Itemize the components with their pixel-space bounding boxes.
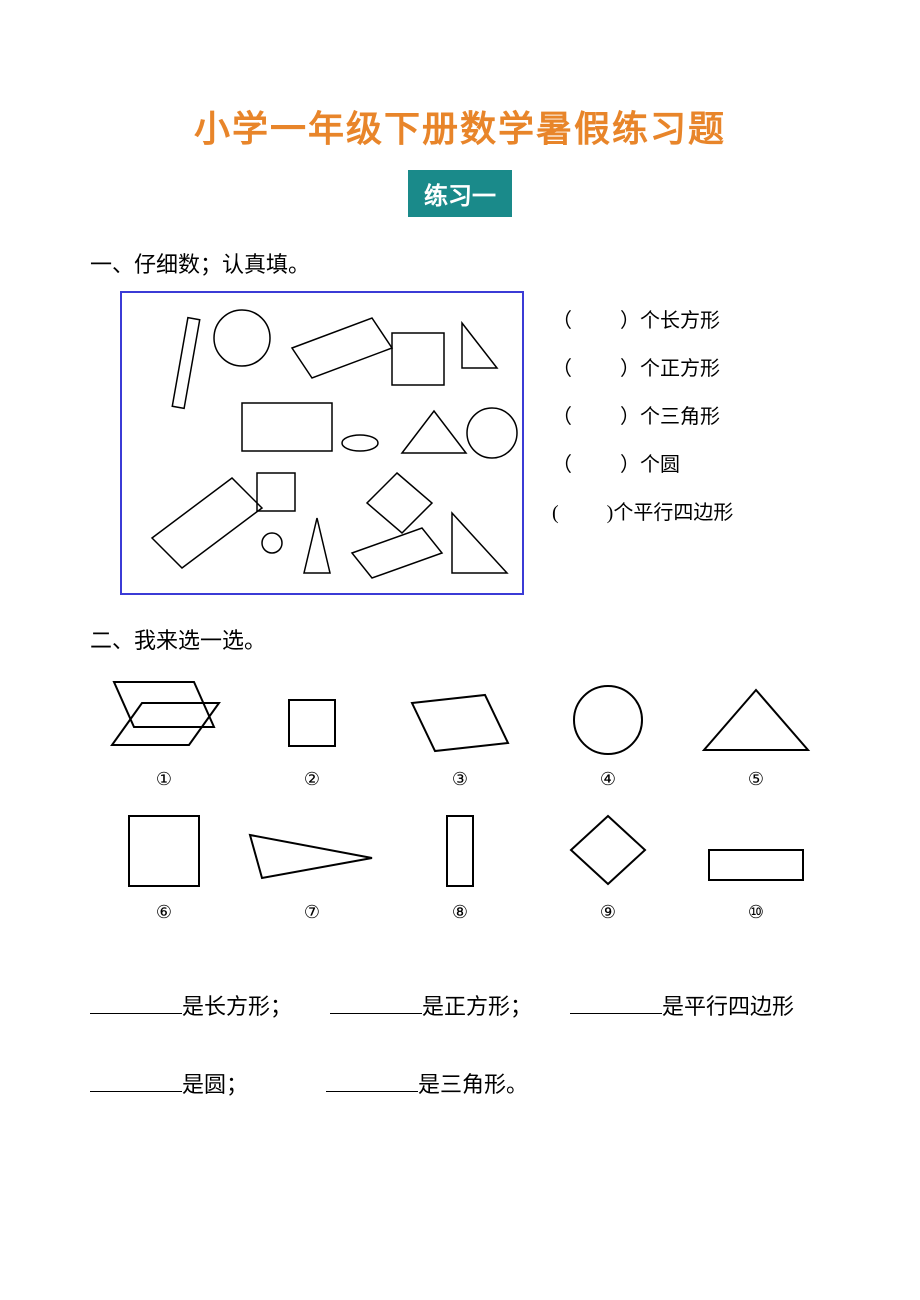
parallelogram-icon: [104, 685, 224, 760]
parallelogram-icon: [400, 685, 520, 760]
q2-item: ⑥: [94, 808, 234, 923]
page-title: 小学一年级下册数学暑假练习题: [90, 100, 830, 152]
fill-text: 是正方形；: [422, 994, 532, 1019]
fill-item: 是三角形。: [326, 1051, 528, 1119]
q1-blank-text: ）个圆: [620, 454, 680, 476]
q1-blank-text: )个平行四边形: [607, 502, 734, 524]
q2-item: ①: [94, 667, 234, 790]
q1-blank-row: ( )个平行四边形: [552, 489, 733, 537]
triangle-icon: [242, 823, 382, 893]
fill-item: 是圆；: [90, 1051, 248, 1119]
square-icon: [119, 808, 209, 893]
q1-blank-text: ）个长方形: [620, 310, 720, 332]
q2-fill-lines: 是长方形； 是正方形； 是平行四边形 是圆； 是三角形。: [90, 973, 830, 1119]
fill-text: 是长方形；: [182, 994, 292, 1019]
q2-item: ③: [390, 685, 530, 790]
q2-label: ⑤: [686, 769, 826, 790]
q2-label: ④: [538, 769, 678, 790]
q2-label: ⑩: [686, 902, 826, 923]
fill-item: 是正方形；: [330, 973, 532, 1041]
q1-blank-row: （ ）个三角形: [552, 393, 733, 441]
fill-item: 是长方形；: [90, 973, 292, 1041]
blank-underline: [326, 1069, 418, 1092]
fill-item: 是平行四边形: [570, 973, 794, 1041]
q2-label: ⑥: [94, 902, 234, 923]
q2-heading: 二、我来选一选。: [90, 623, 830, 655]
blank-underline: [330, 991, 422, 1014]
q2-item: ④: [538, 680, 678, 790]
paren-open: （: [552, 454, 572, 476]
paren-open: （: [552, 358, 572, 380]
q2-shape-grid: ① ② ③ ④ ⑤ ⑥: [90, 667, 830, 923]
q1-shape-box: [120, 291, 524, 595]
q2-label: ⑧: [390, 902, 530, 923]
q1-blank-text: ）个三角形: [620, 406, 720, 428]
q2-label: ⑦: [242, 902, 382, 923]
q2-label: ②: [242, 769, 382, 790]
q1-blank-row: （ ）个长方形: [552, 297, 733, 345]
q2-item: ⑩: [686, 838, 826, 923]
q2-item: ⑨: [538, 808, 678, 923]
blank-underline: [570, 991, 662, 1014]
fill-text: 是平行四边形: [662, 994, 794, 1019]
q2-item: ⑤: [686, 680, 826, 790]
fill-text: 是三角形。: [418, 1072, 528, 1097]
paren-open: （: [552, 310, 572, 332]
circle-icon: [563, 680, 653, 760]
paren-open: （: [552, 406, 572, 428]
subtitle-badge: 练习一: [408, 170, 512, 217]
square-icon: [277, 685, 347, 760]
q2-label: ③: [390, 769, 530, 790]
rectangle-icon: [435, 808, 485, 893]
rectangle-icon: [701, 838, 811, 893]
q1-blank-row: （ ）个正方形: [552, 345, 733, 393]
q1-blank-row: （ ）个圆: [552, 441, 733, 489]
q2-item: ⑦: [242, 823, 382, 923]
paren-open: (: [552, 502, 559, 524]
q2-label: ⑨: [538, 902, 678, 923]
q1-heading: 一、仔细数；认真填。: [90, 247, 830, 279]
q2-item: ②: [242, 685, 382, 790]
q1-blank-list: （ ）个长方形 （ ）个正方形 （ ）个三角形 （ ）个圆 ( )个平行四边形: [552, 297, 733, 537]
q2-item: ⑧: [390, 808, 530, 923]
q2-label: ①: [94, 769, 234, 790]
diamond-icon: [563, 808, 653, 893]
blank-underline: [90, 991, 182, 1014]
triangle-icon: [696, 680, 816, 760]
fill-text: 是圆；: [182, 1072, 248, 1097]
blank-underline: [90, 1069, 182, 1092]
q1-blank-text: ）个正方形: [620, 358, 720, 380]
